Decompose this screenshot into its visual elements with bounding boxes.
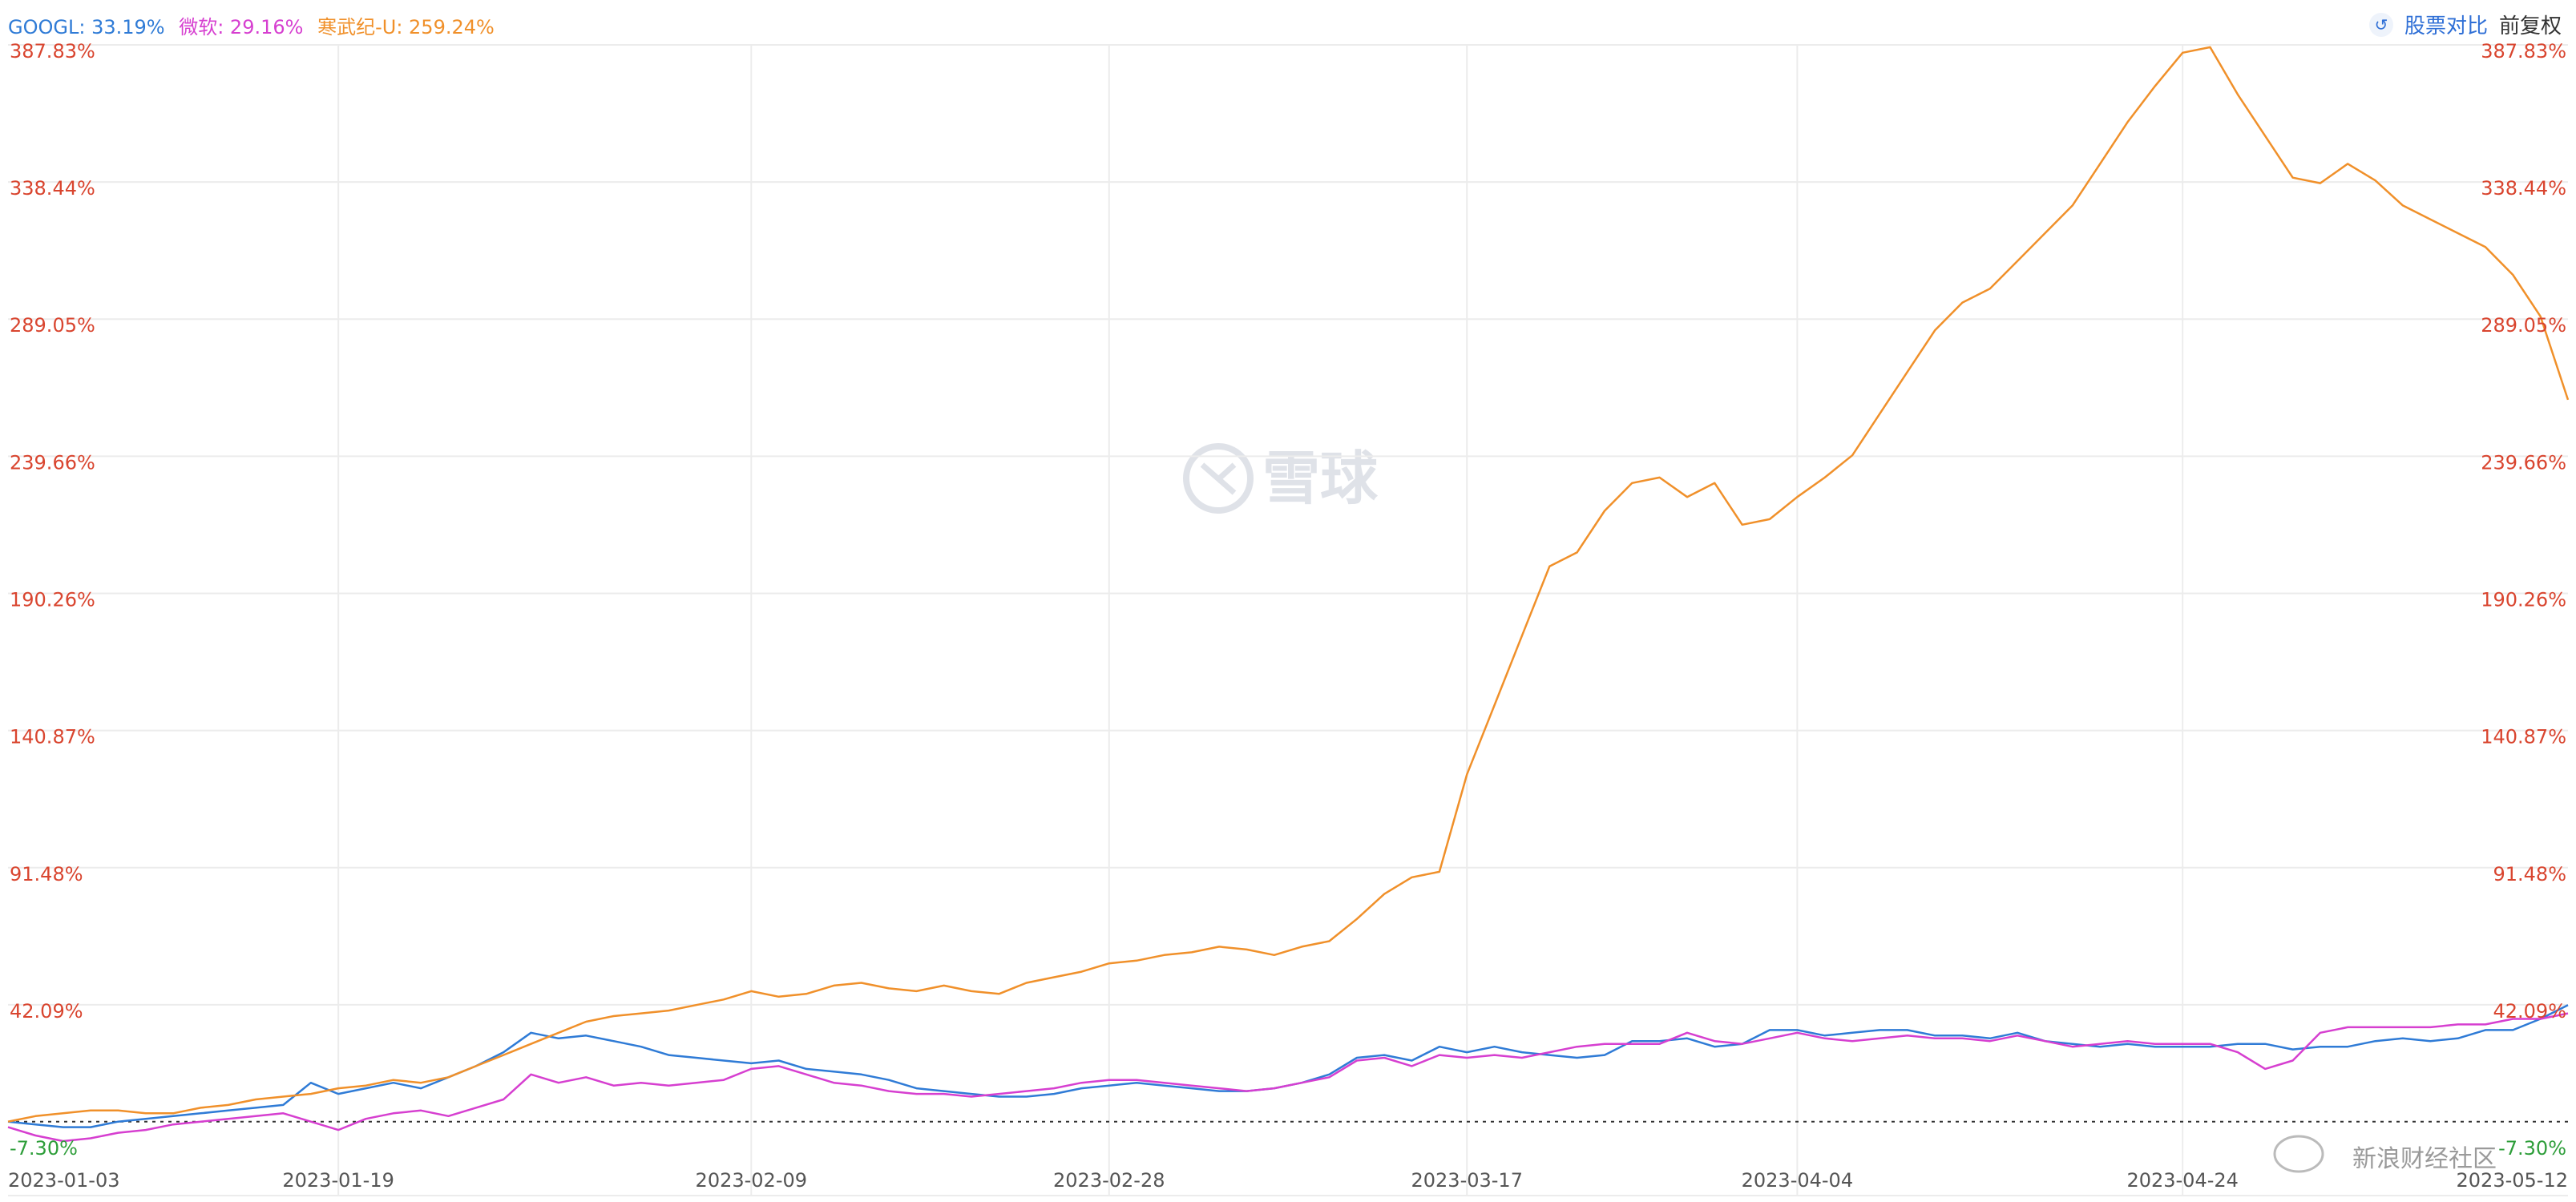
legend-item-cambricon[interactable]: 寒武纪-U: 259.24% — [317, 16, 495, 38]
x-tick-label: 2023-05-12 — [2457, 1169, 2568, 1192]
x-tick-label: 2023-03-17 — [1411, 1169, 1522, 1192]
chart-header: GOOGL: 33.19% 微软: 29.16% 寒武纪-U: 259.24% … — [0, 0, 2576, 48]
x-tick-label: 2023-01-03 — [8, 1169, 119, 1192]
y-tick-left: 387.83% — [10, 40, 95, 63]
y-tick-right: -7.30% — [2498, 1137, 2566, 1160]
y-axis-ticks: 387.83% 387.83% 338.44% 338.44% 289.05% 289.0… — [10, 40, 2566, 1160]
price-adjust-button[interactable]: 前复权 — [2498, 14, 2562, 38]
x-tick-label: 2023-02-28 — [1053, 1169, 1165, 1192]
legend-item-msft[interactable]: 微软: 29.16% — [179, 16, 304, 38]
y-tick-right: 190.26% — [2481, 589, 2566, 611]
watermark-logo-icon — [1183, 443, 1254, 514]
y-tick-left: 338.44% — [10, 177, 95, 200]
y-tick-right: 289.05% — [2481, 314, 2566, 337]
watermark-logo-mark — [1200, 462, 1237, 495]
series-line-1[interactable] — [7, 1012, 2569, 1143]
stock-compare-button[interactable]: 股票对比 — [2404, 14, 2488, 38]
undo-arrow-icon[interactable]: ↺ — [2368, 12, 2393, 37]
x-tick-label: 2023-04-04 — [1742, 1169, 1853, 1192]
legend: GOOGL: 33.19% 微软: 29.16% 寒武纪-U: 259.24% — [8, 11, 503, 39]
y-tick-left: 140.87% — [10, 726, 95, 748]
x-axis-ticks: 2023-01-03 2023-01-19 2023-02-09 2023-02-28… — [8, 1169, 2568, 1192]
x-tick-label: 2023-04-24 — [2126, 1169, 2238, 1192]
x-tick-label: 2023-02-09 — [696, 1169, 807, 1192]
y-tick-left: 239.66% — [10, 451, 95, 474]
y-tick-right: 338.44% — [2481, 177, 2566, 200]
corner-brand-watermark: 新浪财经社区 — [2352, 1145, 2497, 1173]
y-tick-right: 239.66% — [2481, 451, 2566, 474]
grid-lines — [8, 44, 2568, 1196]
y-tick-left: 91.48% — [10, 863, 83, 885]
sina-eye-icon — [2273, 1135, 2324, 1173]
series-line-2[interactable] — [7, 46, 2570, 1123]
series-line-0[interactable] — [7, 1004, 2569, 1128]
y-tick-left: 289.05% — [10, 314, 95, 337]
y-tick-right: 42.09% — [2493, 1000, 2566, 1023]
chart-controls: ↺ 股票对比 前复权 — [2368, 10, 2562, 39]
legend-item-googl[interactable]: GOOGL: 33.19% — [8, 16, 165, 38]
x-tick-label: 2023-01-19 — [282, 1169, 394, 1192]
y-tick-right: 140.87% — [2481, 726, 2566, 748]
watermark-logo-text: 雪球 — [1262, 445, 1379, 512]
series-lines — [7, 46, 2570, 1143]
y-tick-right: 387.83% — [2481, 40, 2566, 63]
y-tick-left: 190.26% — [10, 589, 95, 611]
y-tick-right: 91.48% — [2493, 863, 2566, 885]
y-tick-left: -7.30% — [10, 1137, 78, 1160]
y-tick-left: 42.09% — [10, 1000, 83, 1023]
